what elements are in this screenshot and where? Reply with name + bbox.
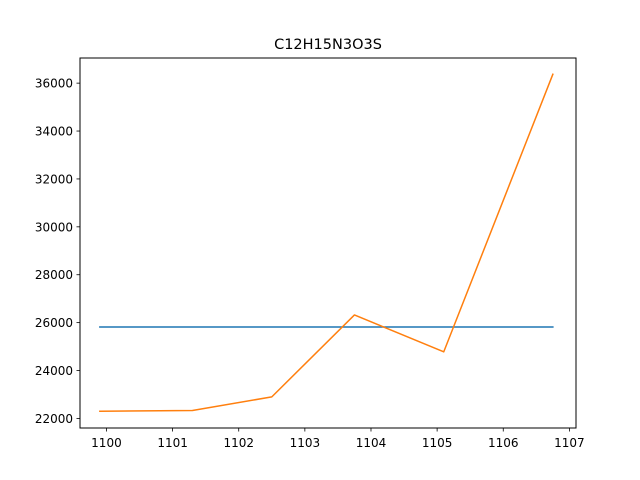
x-tick-label: 1101	[157, 436, 188, 450]
y-tick-label: 24000	[35, 364, 73, 378]
x-tick-label: 1105	[422, 436, 453, 450]
y-tick-label: 26000	[35, 316, 73, 330]
x-tick-label: 1103	[290, 436, 321, 450]
y-axis: 22000 24000 26000 28000 30000 32000 34000 36000	[35, 77, 80, 426]
y-tick-label: 22000	[35, 412, 73, 426]
x-tick-label: 1100	[91, 436, 122, 450]
y-tick-label: 34000	[35, 125, 73, 139]
y-tick-label: 28000	[35, 268, 73, 282]
x-tick-label: 1104	[356, 436, 387, 450]
series-layer	[99, 73, 554, 412]
x-tick-label: 1107	[554, 436, 585, 450]
x-tick-label: 1106	[488, 436, 519, 450]
series-line-2	[99, 73, 554, 412]
y-tick-label: 32000	[35, 172, 73, 186]
chart-title: C12H15N3O3S	[274, 37, 382, 53]
plot-frame	[79, 57, 577, 429]
y-tick-label: 36000	[35, 77, 73, 91]
x-tick-label: 1102	[223, 436, 254, 450]
x-axis: 1100 1101 1102 1103 1104 1105 1106 1107	[91, 428, 585, 450]
y-tick-label: 30000	[35, 220, 73, 234]
